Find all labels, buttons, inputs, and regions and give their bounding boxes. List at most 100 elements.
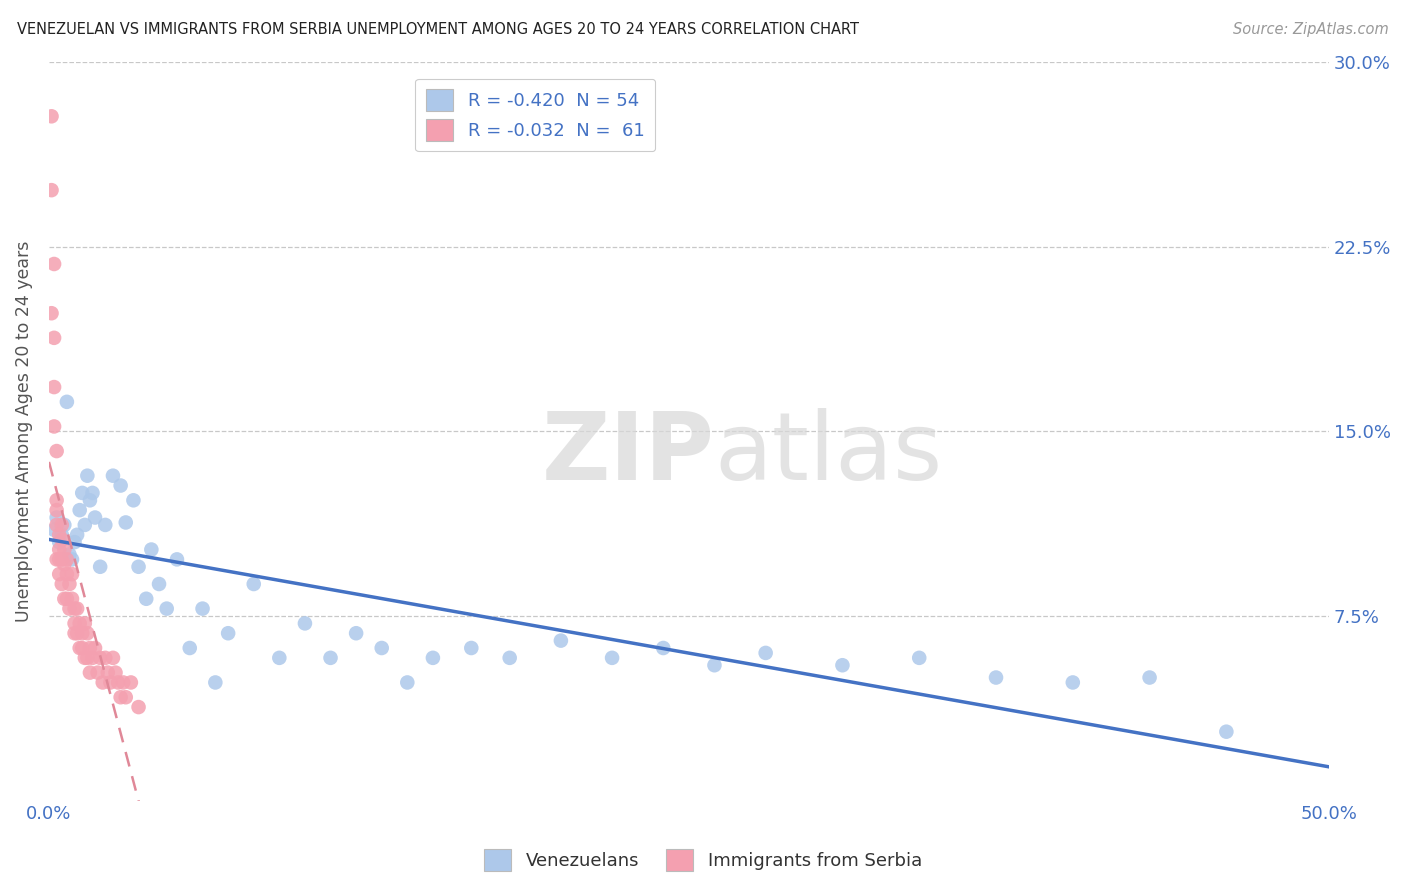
Point xyxy=(51,517,73,532)
Point xyxy=(60,591,83,606)
Point xyxy=(128,700,150,714)
Point xyxy=(42,419,65,434)
Point xyxy=(79,493,101,508)
Point xyxy=(831,658,853,673)
Point xyxy=(166,552,188,566)
Point xyxy=(179,640,201,655)
Point xyxy=(82,486,104,500)
Point xyxy=(141,542,163,557)
Point xyxy=(135,591,157,606)
Point xyxy=(550,633,572,648)
Point xyxy=(344,626,367,640)
Point xyxy=(45,503,67,517)
Text: Source: ZipAtlas.com: Source: ZipAtlas.com xyxy=(1233,22,1389,37)
Point xyxy=(156,601,179,615)
Point xyxy=(51,577,73,591)
Y-axis label: Unemployment Among Ages 20 to 24 years: Unemployment Among Ages 20 to 24 years xyxy=(15,241,32,622)
Point xyxy=(48,535,70,549)
Point xyxy=(89,650,111,665)
Point xyxy=(114,516,136,530)
Point xyxy=(755,646,778,660)
Point xyxy=(652,640,675,655)
Point xyxy=(703,658,725,673)
Point xyxy=(66,626,89,640)
Point xyxy=(42,380,65,394)
Point xyxy=(120,675,142,690)
Point xyxy=(110,478,132,492)
Point xyxy=(79,640,101,655)
Point xyxy=(1215,724,1237,739)
Point xyxy=(56,567,79,582)
Point xyxy=(70,486,93,500)
Point xyxy=(56,394,79,409)
Point xyxy=(69,503,91,517)
Point xyxy=(114,690,136,705)
Point xyxy=(73,616,96,631)
Point xyxy=(48,542,70,557)
Point xyxy=(269,650,291,665)
Point xyxy=(84,510,107,524)
Point xyxy=(45,517,67,532)
Point xyxy=(70,626,93,640)
Point xyxy=(41,306,63,320)
Point xyxy=(60,552,83,566)
Point xyxy=(101,650,124,665)
Point xyxy=(41,183,63,197)
Point xyxy=(58,577,80,591)
Point xyxy=(94,517,117,532)
Point xyxy=(63,601,86,615)
Legend: Venezuelans, Immigrants from Serbia: Venezuelans, Immigrants from Serbia xyxy=(477,842,929,879)
Point xyxy=(82,650,104,665)
Point xyxy=(1062,675,1084,690)
Point xyxy=(66,601,89,615)
Point xyxy=(56,552,79,566)
Point xyxy=(204,675,226,690)
Point xyxy=(84,640,107,655)
Point xyxy=(45,444,67,458)
Point xyxy=(41,109,63,123)
Point xyxy=(53,517,76,532)
Point xyxy=(53,542,76,557)
Point xyxy=(370,640,392,655)
Point xyxy=(148,577,170,591)
Point xyxy=(42,331,65,345)
Point xyxy=(112,675,135,690)
Point xyxy=(42,257,65,271)
Point xyxy=(89,559,111,574)
Point xyxy=(60,567,83,582)
Point xyxy=(56,591,79,606)
Point xyxy=(69,640,91,655)
Point xyxy=(110,690,132,705)
Point xyxy=(396,675,419,690)
Point xyxy=(48,552,70,566)
Point xyxy=(91,675,114,690)
Point xyxy=(63,616,86,631)
Legend: R = -0.420  N = 54, R = -0.032  N =  61: R = -0.420 N = 54, R = -0.032 N = 61 xyxy=(415,78,655,152)
Point xyxy=(1139,671,1161,685)
Point xyxy=(66,528,89,542)
Point xyxy=(104,665,127,680)
Point xyxy=(76,468,98,483)
Point xyxy=(499,650,522,665)
Point xyxy=(122,493,145,508)
Point xyxy=(908,650,931,665)
Point xyxy=(319,650,342,665)
Point xyxy=(422,650,444,665)
Point xyxy=(107,675,129,690)
Point xyxy=(79,665,101,680)
Point xyxy=(42,523,65,537)
Point xyxy=(45,552,67,566)
Point xyxy=(63,535,86,549)
Point xyxy=(51,552,73,566)
Text: VENEZUELAN VS IMMIGRANTS FROM SERBIA UNEMPLOYMENT AMONG AGES 20 TO 24 YEARS CORR: VENEZUELAN VS IMMIGRANTS FROM SERBIA UNE… xyxy=(17,22,859,37)
Point xyxy=(45,510,67,524)
Point xyxy=(86,665,108,680)
Point xyxy=(128,559,150,574)
Point xyxy=(70,640,93,655)
Point xyxy=(101,468,124,483)
Point xyxy=(63,626,86,640)
Point xyxy=(984,671,1007,685)
Point xyxy=(100,675,122,690)
Text: ZIP: ZIP xyxy=(541,408,714,500)
Point xyxy=(48,567,70,582)
